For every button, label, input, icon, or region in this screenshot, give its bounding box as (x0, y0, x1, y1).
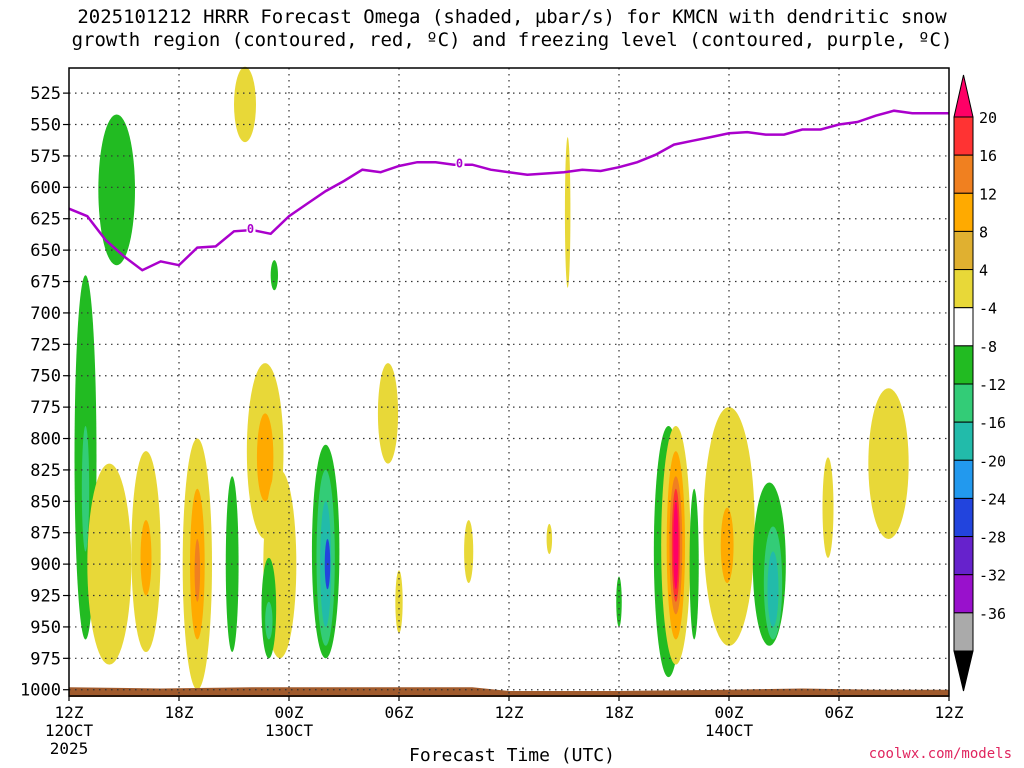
x-tick-date-label: 14OCT (705, 721, 754, 740)
y-tick-label: 525 (30, 84, 61, 104)
freezing-level-label: 0 (456, 156, 463, 170)
colorbar-box (953, 421, 974, 461)
y-tick-label: 775 (30, 398, 61, 418)
omega-region (564, 137, 571, 288)
colorbar-label: -4 (979, 300, 997, 318)
colorbar-label: -20 (979, 452, 1006, 470)
omega-region (256, 413, 274, 502)
x-tick-label: 00Z (275, 703, 304, 722)
title-line-1: 2025101212 HRRR Forecast Omega (shaded, … (77, 6, 947, 28)
omega-region (868, 388, 909, 539)
omega-region (546, 523, 553, 555)
y-tick-label: 750 (30, 367, 61, 387)
x-tick-label: 12Z (935, 703, 964, 722)
x-axis-title: Forecast Time (UTC) (409, 745, 615, 766)
y-tick-label: 575 (30, 147, 61, 167)
omega-region (194, 539, 201, 602)
colorbar-label: -8 (979, 338, 997, 356)
colorbar-box (953, 383, 974, 423)
y-tick-label: 800 (30, 430, 61, 450)
y-tick-label: 925 (30, 587, 61, 607)
y-tick-label: 650 (30, 241, 61, 261)
y-tick-label: 675 (30, 273, 61, 293)
colorbar-box (953, 536, 974, 576)
colorbar-label: -28 (979, 529, 1006, 547)
colorbar-box (953, 230, 974, 271)
colorbar-box (953, 612, 974, 652)
y-tick-label: 725 (30, 335, 61, 355)
omega-region (81, 425, 90, 552)
x-tick-date-label: 13OCT (265, 721, 314, 740)
colorbar-box (953, 345, 974, 385)
colorbar-box (953, 154, 974, 194)
colorbar-box (953, 307, 974, 347)
colorbar-label: 16 (979, 147, 997, 165)
y-tick-label: 700 (30, 304, 61, 324)
x-tick-label: 12Z (55, 703, 84, 722)
y-tick-label: 875 (30, 524, 61, 544)
colorbar-label: 8 (979, 223, 988, 241)
omega-region (234, 66, 256, 143)
x-tick-label: 18Z (165, 703, 194, 722)
y-tick-label: 625 (30, 210, 61, 230)
grid (69, 68, 949, 696)
freezing-level-label-bg (246, 220, 256, 235)
y-tick-label: 825 (30, 461, 61, 481)
omega-region (616, 576, 622, 627)
colorbar-box (953, 459, 974, 499)
omega-region (265, 601, 273, 640)
x-tick-year-label: 2025 (50, 739, 89, 758)
x-tick-label: 12Z (495, 703, 524, 722)
omega-region (87, 463, 132, 665)
y-tick-label: 950 (30, 618, 61, 638)
y-tick-label: 975 (30, 649, 61, 669)
y-tick-label: 550 (30, 116, 61, 136)
colorbar-label: -36 (979, 605, 1006, 623)
omega-region (98, 114, 135, 266)
colorbar-top-arrow (953, 74, 974, 118)
x-tick-label: 06Z (385, 703, 414, 722)
omega-region (767, 551, 779, 627)
y-tick-label: 1000 (20, 681, 61, 701)
colorbar-label: 4 (979, 262, 988, 280)
omega-region (673, 501, 679, 590)
colorbar-label: 12 (979, 185, 997, 203)
x-tick-label: 18Z (605, 703, 634, 722)
freezing-level-label-bg (455, 155, 465, 170)
freezing-level-label: 0 (247, 222, 254, 236)
chart-title: 2025101212 HRRR Forecast Omega (shaded, … (0, 6, 1024, 52)
omega-region (464, 520, 474, 583)
colorbar-bottom-arrow (953, 650, 974, 692)
omega-region (720, 507, 734, 583)
colorbar-label: 20 (979, 109, 997, 127)
colorbar-label: -16 (979, 414, 1006, 432)
x-tick-label: 06Z (825, 703, 854, 722)
colorbar-box (953, 116, 974, 156)
colorbar-label: -32 (979, 567, 1006, 585)
colorbar-box (953, 497, 974, 538)
colorbar-box (953, 192, 974, 232)
y-axis: 525 550 575 600 625 650 675 700 725 750 775 800 825 8… (20, 84, 69, 701)
omega-region (270, 260, 279, 291)
colorbar: 20 16 12 8 4 -4 -8 -12 -16 -20 -24 -28 -32 -36 (953, 74, 1006, 692)
title-line-2: growth region (contoured, red, ºC) and f… (71, 29, 953, 51)
colorbar-box (953, 269, 974, 309)
colorbar-label: -24 (979, 490, 1006, 508)
x-tick-date-label: 12OCT (45, 721, 94, 740)
y-tick-label: 900 (30, 555, 61, 575)
omega-region (140, 520, 152, 596)
y-tick-label: 850 (30, 492, 61, 512)
credit-link[interactable]: coolwx.com/models (868, 746, 1012, 762)
x-tick-label: 00Z (715, 703, 744, 722)
omega-region (395, 570, 403, 634)
colorbar-box (953, 574, 974, 614)
y-tick-label: 600 (30, 178, 61, 198)
colorbar-label: -12 (979, 376, 1006, 394)
freezing-level-line (68, 109, 949, 272)
omega-region (822, 457, 834, 558)
omega-region (377, 363, 399, 464)
